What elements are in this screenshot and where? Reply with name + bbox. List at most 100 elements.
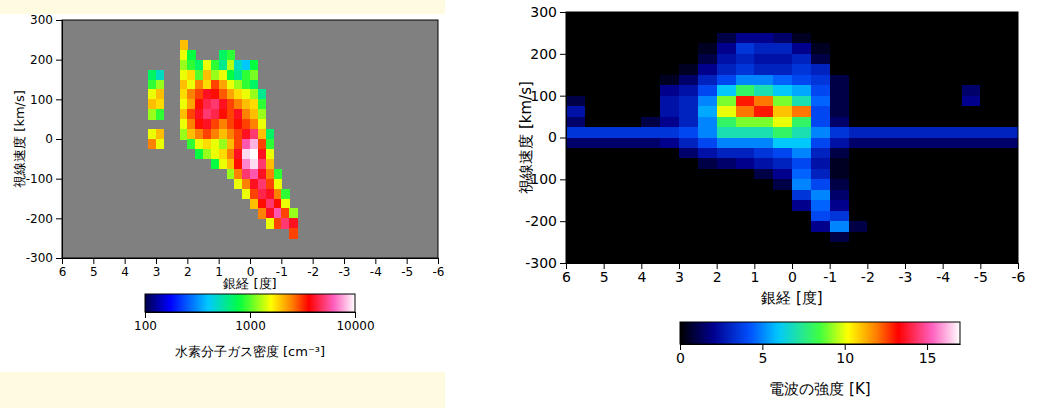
heatmap-cell	[867, 211, 886, 222]
heatmap-cell	[773, 85, 792, 96]
heatmap-cell	[830, 54, 849, 65]
heatmap-cell	[867, 138, 886, 149]
heatmap-cell	[274, 199, 282, 209]
heatmap-cell	[736, 242, 755, 253]
heatmap-cell	[641, 158, 660, 169]
heatmap-cell	[698, 75, 717, 86]
heatmap-cell	[867, 221, 886, 232]
heatmap-cell	[698, 200, 717, 211]
heatmap-cell	[566, 232, 585, 243]
heatmap-cell	[585, 22, 604, 33]
heatmap-cell	[585, 200, 604, 211]
heatmap-cell	[830, 43, 849, 54]
heatmap-cell	[211, 70, 219, 80]
heatmap-cell	[234, 169, 242, 179]
heatmap-cell	[219, 70, 227, 80]
panel: 6543210-1-2-3-4-5-6-300-200-100010020030…	[517, 4, 1026, 398]
heatmap-cell	[250, 60, 258, 70]
heatmap-cell	[905, 253, 924, 263]
heatmap-cell	[604, 138, 623, 149]
heatmap-cell	[250, 80, 258, 90]
x-tick: -4	[370, 258, 382, 279]
heatmap-cell	[886, 211, 905, 222]
heatmap-cell	[679, 85, 698, 96]
heatmap-cell	[585, 96, 604, 107]
heatmap-cell	[187, 139, 195, 149]
heatmap-cell	[924, 253, 943, 263]
y-tick-label: -300	[525, 255, 557, 271]
x-tick-mark	[219, 258, 220, 264]
heatmap-cell	[679, 158, 698, 169]
heatmap-cell	[811, 138, 830, 149]
heatmap-cell	[867, 190, 886, 201]
heatmap-cell	[943, 200, 962, 211]
heatmap-cell	[195, 139, 203, 149]
figure: 6543210-1-2-3-4-5-6-300-200-100010020030…	[0, 0, 1042, 408]
heatmap-cell	[773, 169, 792, 180]
heatmap-cell	[792, 200, 811, 211]
colorbar-tick-label: 100	[134, 319, 157, 333]
heatmap-cell	[867, 148, 886, 159]
heatmap-cell	[905, 169, 924, 180]
x-tick-label: -2	[861, 269, 875, 285]
heatmap-cell	[886, 221, 905, 232]
heatmap-cell	[980, 211, 999, 222]
heatmap-cell	[980, 96, 999, 107]
heatmap-cell	[792, 75, 811, 86]
x-axis-title: 銀経 [度]	[761, 289, 822, 307]
heatmap-cell	[289, 208, 297, 218]
heatmap-cell	[717, 22, 736, 33]
heatmap-cell	[736, 12, 755, 23]
heatmap-cell	[641, 12, 660, 23]
heatmap-cell	[773, 211, 792, 222]
heatmap-cell	[258, 129, 266, 139]
heatmap-cell	[585, 33, 604, 44]
heatmap-cell	[679, 22, 698, 33]
heatmap-cell	[604, 64, 623, 75]
heatmap-cell	[717, 211, 736, 222]
heatmap-cell	[792, 242, 811, 253]
x-tick: -2	[861, 263, 875, 285]
heatmap-cell	[679, 242, 698, 253]
heatmap-cell	[999, 106, 1018, 117]
heatmap-cell	[679, 190, 698, 201]
heatmap-cell	[830, 75, 849, 86]
heatmap-cell	[234, 179, 242, 189]
heatmap-cell	[258, 139, 266, 149]
y-tick-mark	[560, 138, 566, 139]
y-tick-mark	[560, 263, 566, 264]
heatmap-cell	[924, 22, 943, 33]
heatmap-cell	[905, 179, 924, 190]
heatmap-cell	[754, 64, 773, 75]
y-tick-mark	[56, 60, 62, 61]
heatmap-cell	[792, 12, 811, 23]
heatmap-cell	[924, 190, 943, 201]
heatmap-cell	[242, 139, 250, 149]
heatmap-cell	[980, 148, 999, 159]
heatmap-cell	[623, 22, 642, 33]
heatmap-cell	[943, 253, 962, 263]
heatmap-cell	[156, 129, 164, 139]
heatmap-cell	[717, 242, 736, 253]
heatmap-cell	[999, 127, 1018, 138]
heatmap-cell	[773, 148, 792, 159]
heatmap-cell	[180, 60, 188, 70]
heatmap-cell	[195, 149, 203, 159]
heatmap-cell	[623, 106, 642, 117]
heatmap-cell	[717, 179, 736, 190]
heatmap-cell	[641, 232, 660, 243]
heatmap-cell	[773, 242, 792, 253]
heatmap-cell	[604, 253, 623, 263]
heatmap-cell	[227, 169, 235, 179]
heatmap-cell	[679, 221, 698, 232]
x-tick-label: 3	[153, 265, 161, 279]
heatmap-cell	[250, 119, 258, 129]
heatmap-cell	[660, 169, 679, 180]
heatmap-cell	[698, 64, 717, 75]
heatmap-cell	[849, 158, 868, 169]
heatmap-cell	[717, 127, 736, 138]
heatmap-cell	[849, 200, 868, 211]
heatmap-cell	[679, 127, 698, 138]
x-tick: -1	[823, 263, 837, 285]
heatmap-cell	[187, 80, 195, 90]
